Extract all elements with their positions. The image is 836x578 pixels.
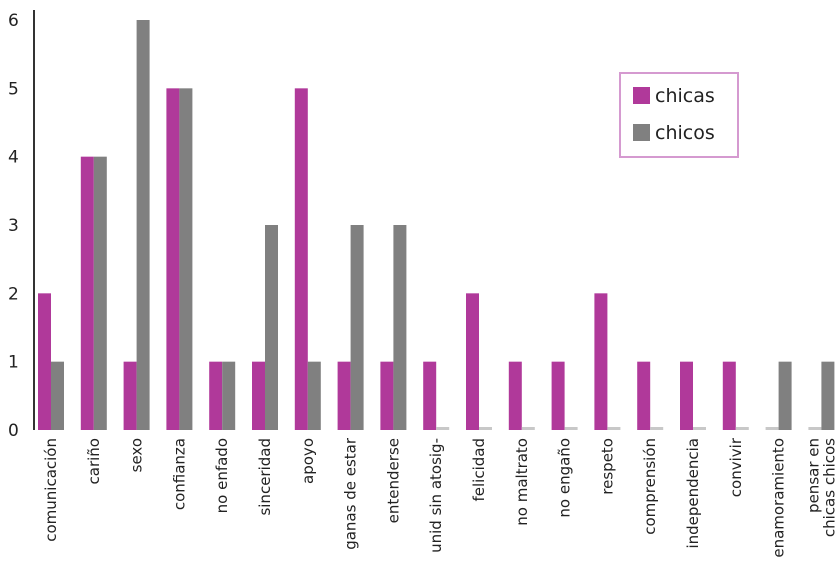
x-tick-line: no engaño [556, 438, 574, 518]
x-tick-line: felicidad [470, 438, 488, 502]
x-tick-line: sinceridad [256, 438, 274, 516]
legend-label-chicos: chicos [655, 122, 715, 144]
x-tick-line: entenderse [384, 438, 402, 523]
x-tick-felicidad: felicidad [470, 438, 488, 502]
x-tick-line: convivir [727, 437, 745, 497]
y-tick-3: 3 [8, 216, 19, 236]
x-tick-no-engaño: no engaño [556, 438, 574, 518]
bar-chicos-sexo [136, 20, 150, 430]
x-tick-respeto: respeto [598, 438, 616, 495]
bar-chicas-respeto [594, 293, 608, 430]
x-tick-cariño: cariño [85, 438, 103, 484]
bar-chicos-independencia [693, 427, 706, 430]
x-tick-line: pensar en [804, 438, 822, 513]
bars-layer [38, 20, 835, 430]
y-tick-4: 4 [8, 148, 19, 168]
bar-chicos-cariño [93, 156, 107, 430]
bar-chicos-comprensión [650, 427, 664, 430]
bar-chicos-entenderse [393, 225, 407, 430]
x-tick-no-enfado: no enfado [213, 438, 231, 513]
x-tick-unid-sin-atosig: unid sin atosig- [427, 438, 445, 553]
x-tick-line: enamoramiento [770, 438, 788, 558]
bar-chicas-enamoramiento [765, 427, 779, 430]
bar-chicos-no-engaño [564, 427, 578, 430]
x-tick-line: chicas chicos [820, 438, 836, 537]
bar-chicas-ganas-de-estar [337, 361, 351, 430]
y-tick-1: 1 [8, 353, 19, 373]
x-tick-line: sexo [128, 438, 146, 472]
bar-chicos-pensar-en-chicas-chicos [821, 361, 835, 430]
x-tick-line: independencia [684, 438, 702, 549]
bar-chicas-no-engaño [551, 361, 565, 430]
bar-chicos-respeto [607, 427, 621, 430]
x-tick-entenderse: entenderse [384, 438, 402, 523]
bar-chicas-entenderse [380, 361, 394, 430]
legend-label-chicas: chicas [655, 85, 715, 107]
x-tick-pensar-en-chicas-chicos: pensar enchicas chicos [804, 438, 836, 537]
x-tick-convivir: convivir [727, 437, 745, 497]
bar-chicos-apoyo [307, 361, 321, 430]
bar-chicos-unid-sin-atosig [436, 427, 450, 430]
x-tick-ganas-de-estar: ganas de estar [342, 437, 360, 550]
bar-chicas-pensar-en-chicas-chicos [808, 427, 822, 430]
y-tick-2: 2 [8, 284, 19, 304]
y-tick-5: 5 [8, 79, 19, 99]
bar-chicos-ganas-de-estar [350, 225, 364, 430]
bar-chicas-no-maltrato [508, 361, 522, 430]
bar-chicas-apoyo [294, 88, 308, 430]
x-tick-sinceridad: sinceridad [256, 438, 274, 516]
bar-chicas-sexo [123, 361, 137, 430]
bar-chicos-confianza [179, 88, 193, 430]
bar-chicos-enamoramiento [778, 361, 792, 430]
bar-chicas-unid-sin-atosig [423, 361, 437, 430]
y-tick-6: 6 [8, 11, 19, 31]
x-tick-confianza: confianza [170, 438, 188, 510]
bar-chicos-convivir [735, 427, 749, 430]
x-tick-line: respeto [598, 438, 616, 495]
bar-chicas-comunicación [38, 293, 51, 430]
y-axis-ticks: 0 1 2 3 4 5 6 [8, 11, 19, 441]
x-tick-independencia: independencia [684, 438, 702, 549]
bar-chicas-comprensión [637, 361, 651, 430]
bar-chicos-comunicación [51, 361, 64, 430]
legend-swatch-chicas [633, 87, 650, 104]
x-tick-comunicación: comunicación [42, 438, 60, 542]
x-tick-line: no maltrato [513, 438, 531, 526]
bar-chicas-independencia [680, 361, 693, 430]
x-tick-line: comprensión [641, 438, 659, 535]
x-tick-line: ganas de estar [342, 437, 360, 550]
bar-chicas-sinceridad [252, 361, 265, 430]
x-axis-ticks: comunicación cariño sexo confianza no enfado… [42, 437, 836, 557]
x-tick-comprensión: comprensión [641, 438, 659, 535]
x-tick-apoyo: apoyo [299, 438, 317, 484]
bar-chicos-sinceridad [265, 225, 278, 430]
legend: chicas chicos [619, 72, 739, 158]
x-tick-line: no enfado [213, 438, 231, 513]
bar-chicas-felicidad [466, 293, 479, 430]
legend-swatch-chicos [633, 124, 650, 141]
x-tick-enamoramiento: enamoramiento [770, 438, 788, 558]
bar-chicas-convivir [722, 361, 736, 430]
x-tick-line: comunicación [42, 438, 60, 542]
bar-chicos-felicidad [479, 427, 492, 430]
x-tick-line: unid sin atosig- [427, 438, 445, 553]
bar-chicas-no-enfado [209, 361, 223, 430]
x-tick-line: confianza [170, 438, 188, 510]
bar-chicos-no-maltrato [521, 427, 535, 430]
y-tick-0: 0 [8, 421, 19, 441]
x-tick-no-maltrato: no maltrato [513, 438, 531, 526]
x-tick-line: cariño [85, 438, 103, 484]
bar-chicas-confianza [166, 88, 180, 430]
x-tick-sexo: sexo [128, 438, 146, 472]
x-tick-line: apoyo [299, 438, 317, 484]
bar-chicas-cariño [80, 156, 94, 430]
bar-chicos-no-enfado [222, 361, 236, 430]
